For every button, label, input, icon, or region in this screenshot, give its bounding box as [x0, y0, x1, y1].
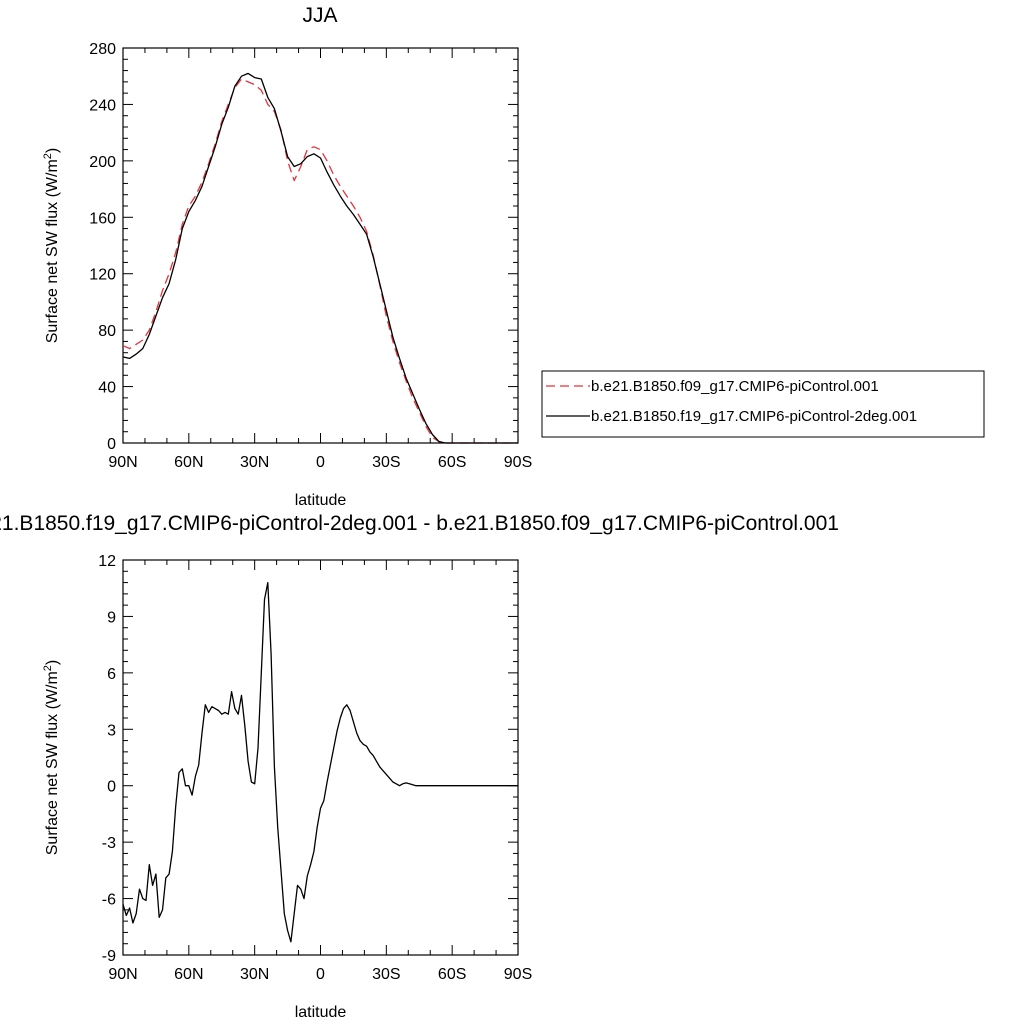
x-tick-label: 60N: [174, 454, 203, 471]
plot-frame: [122, 559, 519, 956]
chart-title: JJA: [302, 4, 337, 27]
x-tick-label: 30N: [240, 454, 269, 471]
y-axis-label: Surface net SW flux (W/m2): [42, 660, 61, 856]
legend-label-2: b.e21.B1850.f19_g17.CMIP6-piControl-2deg…: [591, 408, 917, 425]
chart-1: JJA 90N 60N 30N 0 30S 60S 90S 0 40 80 120 160 200 240 2…: [42, 4, 985, 509]
y-tick-label: 120: [89, 267, 116, 284]
chart-title: b.e21.B1850.f19_g17.CMIP6-piControl-2deg…: [0, 512, 839, 535]
plot-frame: [122, 47, 519, 444]
x-tick-label: 30S: [372, 966, 400, 983]
y-tick-label: 40: [98, 380, 116, 397]
chart-2: b.e21.B1850.f19_g17.CMIP6-piControl-2deg…: [0, 512, 839, 1021]
series-line-2: [122, 72, 518, 444]
x-tick-label: 30N: [240, 966, 269, 983]
y-tick-label: 12: [98, 553, 116, 570]
series-line-1: [122, 581, 518, 943]
x-tick-label: 90N: [108, 966, 137, 983]
series-line-1: [122, 78, 518, 444]
x-axis-label: latitude: [295, 492, 347, 509]
x-tick-label: 90N: [108, 454, 137, 471]
x-tick-label: 30S: [372, 454, 400, 471]
y-tick-label: 200: [89, 154, 116, 171]
legend-box: [541, 370, 985, 438]
y-axis-label: Surface net SW flux (W/m2): [42, 148, 61, 344]
y-axis-label-prefix: Surface net SW flux (W/m: [44, 671, 61, 855]
x-tick-label: 60S: [438, 454, 466, 471]
x-tick-label: 60S: [438, 966, 466, 983]
y-axis-label-sup: 2: [42, 665, 54, 671]
legend: b.e21.B1850.f09_g17.CMIP6-piControl.001b…: [541, 370, 985, 438]
y-axis-label-suffix: ): [44, 148, 61, 153]
y-axis-label-suffix: ): [44, 660, 61, 665]
y-axis-label-sup: 2: [42, 153, 54, 159]
x-tick-label: 90S: [504, 966, 532, 983]
y-tick-label: 0: [107, 779, 116, 796]
y-tick-label: 9: [107, 609, 116, 626]
y-tick-label: 280: [89, 41, 116, 58]
y-tick-label: 6: [107, 666, 116, 683]
y-tick-label: 0: [107, 436, 116, 453]
y-axis-label-prefix: Surface net SW flux (W/m: [44, 159, 61, 343]
x-tick-label: 0: [316, 454, 325, 471]
x-tick-label: 0: [316, 966, 325, 983]
y-tick-label: -6: [102, 892, 116, 909]
x-tick-label: 90S: [504, 454, 532, 471]
y-tick-label: -3: [102, 835, 116, 852]
y-tick-label: 3: [107, 722, 116, 739]
x-axis-label: latitude: [295, 1004, 347, 1021]
y-tick-label: 80: [98, 323, 116, 340]
y-tick-label: 160: [89, 210, 116, 227]
legend-label-1: b.e21.B1850.f09_g17.CMIP6-piControl.001: [591, 378, 879, 395]
y-tick-label: 240: [89, 97, 116, 114]
y-tick-label: -9: [102, 948, 116, 965]
x-tick-label: 60N: [174, 966, 203, 983]
